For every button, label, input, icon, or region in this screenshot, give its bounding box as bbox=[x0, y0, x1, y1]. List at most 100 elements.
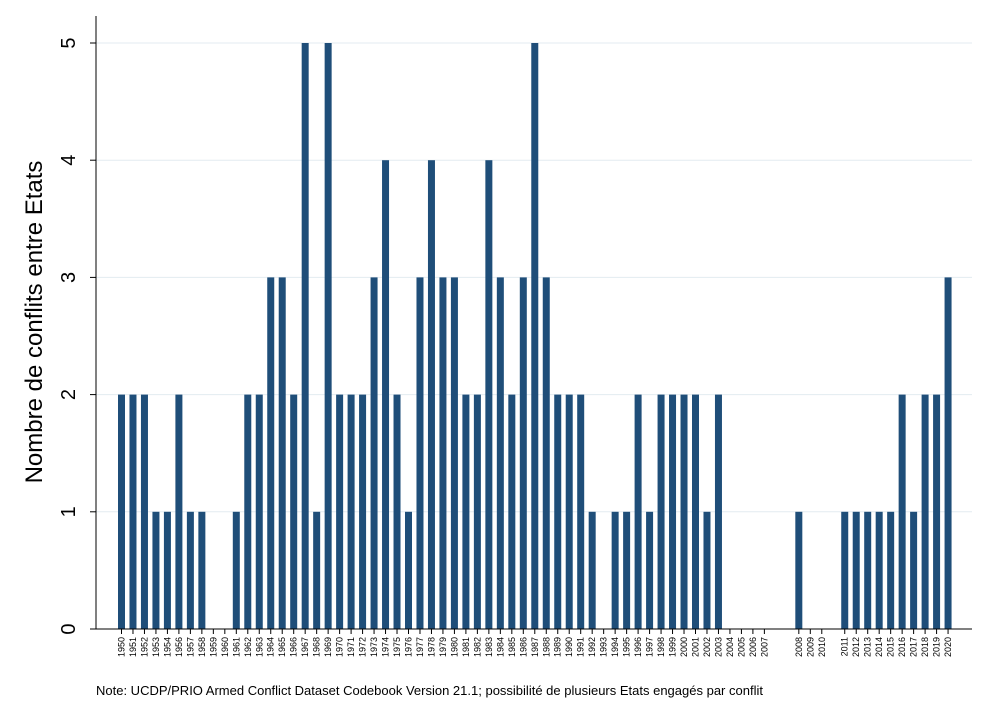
bar-1991 bbox=[577, 394, 585, 629]
x-tick-label: 1973 bbox=[369, 637, 379, 657]
y-tick-label: 2 bbox=[58, 389, 80, 400]
bar-1950 bbox=[118, 394, 125, 629]
x-tick-label: 2000 bbox=[679, 637, 689, 657]
bar-1963 bbox=[255, 394, 263, 629]
bar-1996 bbox=[634, 394, 642, 629]
x-tick-label: 1970 bbox=[335, 637, 345, 657]
x-tick-label: 2011 bbox=[840, 637, 850, 656]
bar-1981 bbox=[462, 394, 470, 629]
bar-2019 bbox=[933, 394, 941, 629]
x-tick-label: 1990 bbox=[564, 637, 574, 657]
bar-1969 bbox=[324, 43, 332, 629]
y-tick-label: 3 bbox=[58, 272, 80, 283]
x-tick-label: 1963 bbox=[254, 637, 264, 657]
x-tick-label: 1971 bbox=[346, 637, 356, 657]
x-tick-label: 1989 bbox=[553, 637, 563, 657]
bar-2014 bbox=[875, 511, 883, 629]
x-tick-label: 1969 bbox=[323, 637, 333, 657]
x-tick-label: 1976 bbox=[404, 637, 414, 657]
x-tick-label: 1997 bbox=[645, 637, 655, 657]
bar-1972 bbox=[359, 394, 367, 629]
bar-1988 bbox=[542, 277, 550, 629]
x-tick-label: 2014 bbox=[874, 637, 884, 657]
bar-1953 bbox=[152, 511, 160, 629]
bar-1961 bbox=[232, 511, 240, 629]
x-tick-label: 1956 bbox=[174, 637, 184, 657]
bar-1951 bbox=[129, 394, 137, 629]
bar-1967 bbox=[301, 43, 309, 629]
x-tick-label: 1957 bbox=[185, 637, 195, 657]
bar-1979 bbox=[439, 277, 447, 629]
y-tick-label: 4 bbox=[58, 155, 80, 166]
bar-1958 bbox=[198, 511, 206, 629]
x-tick-label: 1968 bbox=[312, 637, 322, 657]
bar-1985 bbox=[508, 394, 516, 629]
y-ticks: 0 1 2 3 4 5 bbox=[58, 37, 96, 635]
x-tick-label: 1993 bbox=[599, 637, 609, 657]
x-tick-label: 2020 bbox=[943, 637, 953, 657]
x-tick-label: 1950 bbox=[117, 637, 127, 657]
x-tick-label: 1983 bbox=[484, 637, 494, 657]
y-axis-label: Nombre de conflits entre Etats bbox=[21, 161, 48, 484]
x-tick-label: 2004 bbox=[725, 637, 735, 657]
y-tick-label: 5 bbox=[58, 37, 80, 48]
bar-2016 bbox=[898, 394, 906, 629]
x-tick-label: 2009 bbox=[805, 637, 815, 657]
x-tick-label: 1980 bbox=[449, 637, 459, 657]
x-tick-label: 2013 bbox=[863, 637, 873, 657]
bar-2011 bbox=[841, 511, 849, 629]
bars bbox=[118, 43, 952, 629]
x-tick-label: 2010 bbox=[817, 637, 827, 657]
x-tick-label: 1958 bbox=[197, 637, 207, 657]
x-tick-label: 1988 bbox=[541, 637, 551, 657]
x-tick-label: 1998 bbox=[656, 637, 666, 657]
bar-1976 bbox=[405, 511, 412, 629]
x-tick-label: 2007 bbox=[759, 637, 769, 657]
x-tick-label: 2001 bbox=[691, 637, 701, 657]
x-tick-label: 1960 bbox=[220, 637, 230, 657]
x-tick-label: 2019 bbox=[932, 637, 942, 657]
x-tick-label: 1965 bbox=[277, 637, 287, 657]
bar-1999 bbox=[669, 394, 677, 629]
x-tick-label: 1991 bbox=[576, 637, 586, 657]
bar-2002 bbox=[703, 511, 711, 629]
bar-2020 bbox=[944, 277, 952, 629]
x-tick-label: 1959 bbox=[208, 637, 218, 657]
x-tick-label: 1982 bbox=[472, 637, 482, 657]
x-tick-label: 1984 bbox=[495, 637, 505, 657]
source-note: Note: UCDP/PRIO Armed Conflict Dataset C… bbox=[96, 683, 763, 698]
bar-1984 bbox=[496, 277, 504, 629]
bar-1982 bbox=[473, 394, 481, 629]
x-tick-label: 1995 bbox=[622, 637, 632, 657]
x-tick-label: 1967 bbox=[300, 637, 310, 657]
x-tick-label: 2002 bbox=[702, 637, 712, 657]
x-tick-label: 1999 bbox=[668, 637, 678, 657]
x-tick-label: 1962 bbox=[243, 637, 253, 657]
bar-1992 bbox=[588, 511, 596, 629]
bar-1995 bbox=[623, 511, 631, 629]
bar-1994 bbox=[611, 511, 619, 629]
bar-1989 bbox=[554, 394, 562, 629]
x-tick-label: 1966 bbox=[289, 637, 299, 657]
y-tick-label: 1 bbox=[58, 506, 80, 517]
bar-1986 bbox=[519, 277, 527, 629]
bar-2018 bbox=[921, 394, 929, 629]
bar-1954 bbox=[163, 511, 171, 629]
x-tick-label: 1961 bbox=[231, 637, 241, 657]
x-tick-label: 1977 bbox=[415, 637, 425, 657]
bar-1975 bbox=[393, 394, 401, 629]
x-tick-label: 2018 bbox=[920, 637, 930, 657]
x-tick-label: 1987 bbox=[530, 637, 540, 657]
bar-2013 bbox=[864, 511, 872, 629]
bar-1970 bbox=[336, 394, 344, 629]
bar-2003 bbox=[714, 394, 722, 629]
x-ticks: 1950 1951 1952 1953 1954 1956 1957 1958 1959 1960… bbox=[117, 629, 953, 657]
x-tick-label: 1986 bbox=[518, 637, 528, 657]
bar-1980 bbox=[450, 277, 458, 629]
x-tick-label: 2012 bbox=[851, 637, 861, 657]
x-tick-label: 2017 bbox=[909, 637, 919, 657]
axes bbox=[95, 16, 972, 630]
bar-1998 bbox=[657, 394, 665, 629]
bar-1978 bbox=[427, 160, 435, 629]
